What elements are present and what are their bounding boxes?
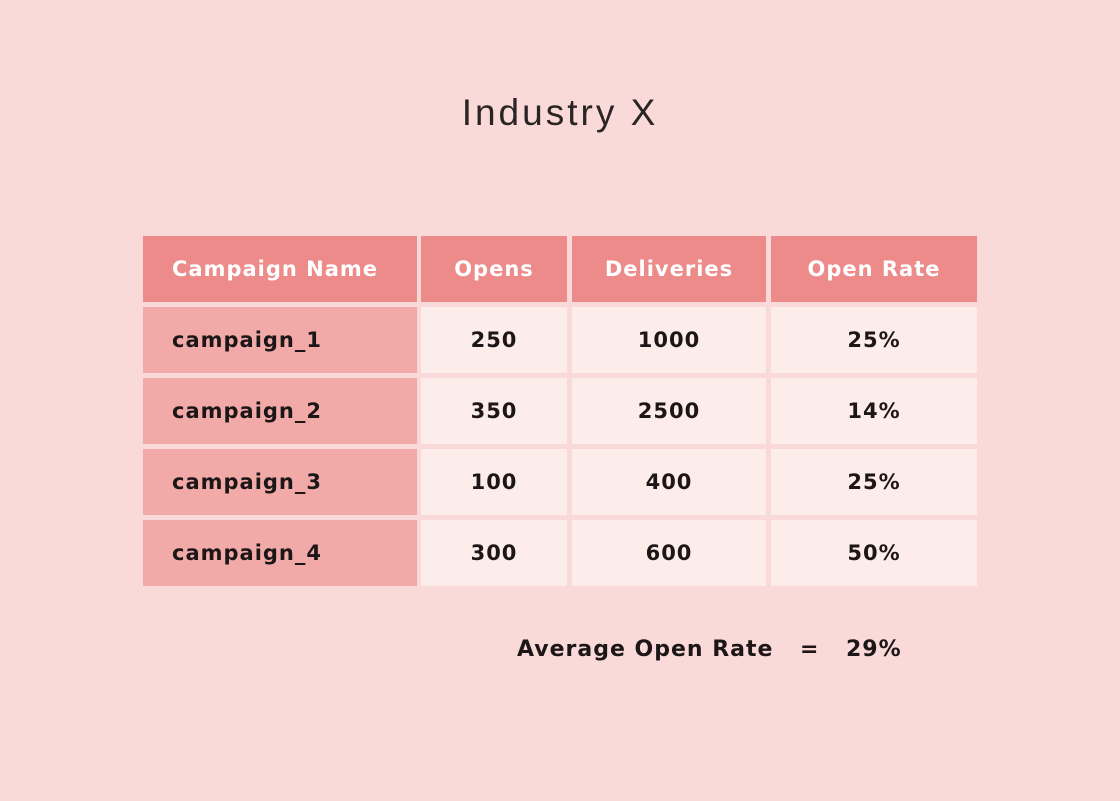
cell: 250 bbox=[421, 307, 567, 373]
cell: 25% bbox=[771, 307, 977, 373]
title: Industry X bbox=[461, 92, 659, 133]
row-label: campaign_4 bbox=[143, 520, 417, 586]
row-label: campaign_3 bbox=[143, 449, 417, 515]
cell: 300 bbox=[421, 520, 567, 586]
cell: 100 bbox=[421, 449, 567, 515]
header-cell: Deliveries bbox=[572, 236, 766, 302]
row-label: campaign_1 bbox=[143, 307, 417, 373]
header-cell: Campaign Name bbox=[143, 236, 417, 302]
cell: 350 bbox=[421, 378, 567, 444]
header-cell: Open Rate bbox=[771, 236, 977, 302]
summary-value: 29% bbox=[846, 637, 902, 662]
summary-label: Average Open Rate bbox=[517, 637, 774, 662]
header-cell: Opens bbox=[421, 236, 567, 302]
cell: 25% bbox=[771, 449, 977, 515]
summary-operator: = bbox=[800, 637, 820, 662]
cell: 600 bbox=[572, 520, 766, 586]
cell: 400 bbox=[572, 449, 766, 515]
cell: 1000 bbox=[572, 307, 766, 373]
row-label: campaign_2 bbox=[143, 378, 417, 444]
cell: 2500 bbox=[572, 378, 766, 444]
cell: 50% bbox=[771, 520, 977, 586]
cell: 14% bbox=[771, 378, 977, 444]
